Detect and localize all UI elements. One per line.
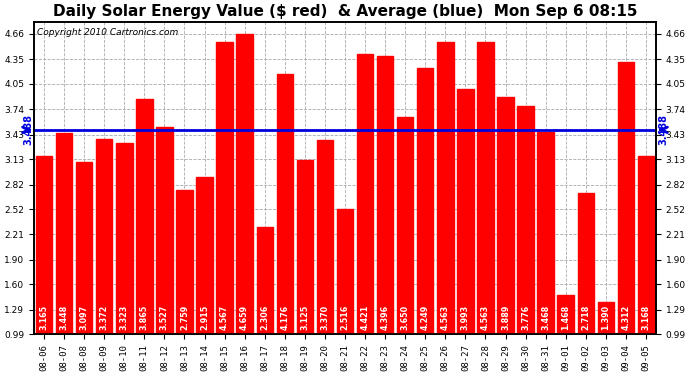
Bar — [56, 133, 72, 334]
Bar — [257, 226, 273, 334]
Text: 4.396: 4.396 — [381, 305, 390, 330]
Bar — [638, 156, 654, 334]
Bar — [457, 88, 473, 334]
Text: 2.516: 2.516 — [340, 305, 350, 330]
Text: 3.165: 3.165 — [39, 305, 48, 330]
Text: 2.915: 2.915 — [200, 305, 209, 330]
Text: 3.865: 3.865 — [140, 305, 149, 330]
Bar — [237, 34, 253, 334]
Text: 3.776: 3.776 — [521, 305, 530, 330]
Text: 4.421: 4.421 — [361, 305, 370, 330]
Text: 2.759: 2.759 — [180, 305, 189, 330]
Text: 4.659: 4.659 — [240, 305, 249, 330]
Bar — [357, 54, 373, 334]
Text: 3.370: 3.370 — [320, 305, 329, 330]
Text: 3.323: 3.323 — [120, 305, 129, 330]
Bar — [156, 127, 172, 334]
Bar — [377, 56, 393, 334]
Bar — [578, 193, 594, 334]
Bar — [598, 302, 614, 334]
Text: 3.650: 3.650 — [401, 305, 410, 330]
Text: 3.097: 3.097 — [79, 305, 89, 330]
Bar — [176, 189, 193, 334]
Bar — [96, 140, 112, 334]
Text: 3.372: 3.372 — [100, 305, 109, 330]
Text: 3.993: 3.993 — [461, 305, 470, 330]
Bar — [417, 68, 433, 334]
Bar — [437, 42, 453, 334]
Bar — [277, 74, 293, 334]
Bar — [197, 177, 213, 334]
Text: 2.718: 2.718 — [581, 305, 590, 330]
Bar — [317, 140, 333, 334]
Bar — [136, 99, 152, 334]
Text: 3.125: 3.125 — [300, 305, 309, 330]
Text: 1.468: 1.468 — [561, 305, 570, 330]
Text: 3.468: 3.468 — [541, 305, 550, 330]
Bar — [297, 160, 313, 334]
Text: 1.390: 1.390 — [601, 305, 611, 330]
Bar — [217, 42, 233, 334]
Bar — [538, 132, 554, 334]
Text: 4.312: 4.312 — [622, 305, 631, 330]
Bar — [497, 97, 514, 334]
Text: 4.563: 4.563 — [441, 305, 450, 330]
Text: 4.563: 4.563 — [481, 305, 490, 330]
Bar — [618, 63, 634, 334]
Text: 4.567: 4.567 — [220, 305, 229, 330]
Text: 3.488: 3.488 — [23, 114, 33, 146]
Text: Copyright 2010 Cartronics.com: Copyright 2010 Cartronics.com — [37, 28, 179, 37]
Bar — [518, 106, 534, 334]
Bar — [36, 156, 52, 334]
Bar — [337, 209, 353, 334]
Text: 3.448: 3.448 — [59, 305, 68, 330]
Bar — [116, 143, 132, 334]
Bar — [76, 162, 92, 334]
Text: 4.176: 4.176 — [280, 305, 289, 330]
Text: 2.306: 2.306 — [260, 305, 269, 330]
Bar — [397, 117, 413, 334]
Text: 3.889: 3.889 — [501, 305, 510, 330]
Bar — [558, 295, 574, 334]
Text: 4.249: 4.249 — [421, 305, 430, 330]
Title: Daily Solar Energy Value ($ red)  & Average (blue)  Mon Sep 6 08:15: Daily Solar Energy Value ($ red) & Avera… — [52, 4, 638, 19]
Text: 3.488: 3.488 — [658, 114, 668, 146]
Bar — [477, 42, 493, 334]
Text: 3.168: 3.168 — [642, 305, 651, 330]
Text: 3.527: 3.527 — [160, 305, 169, 330]
